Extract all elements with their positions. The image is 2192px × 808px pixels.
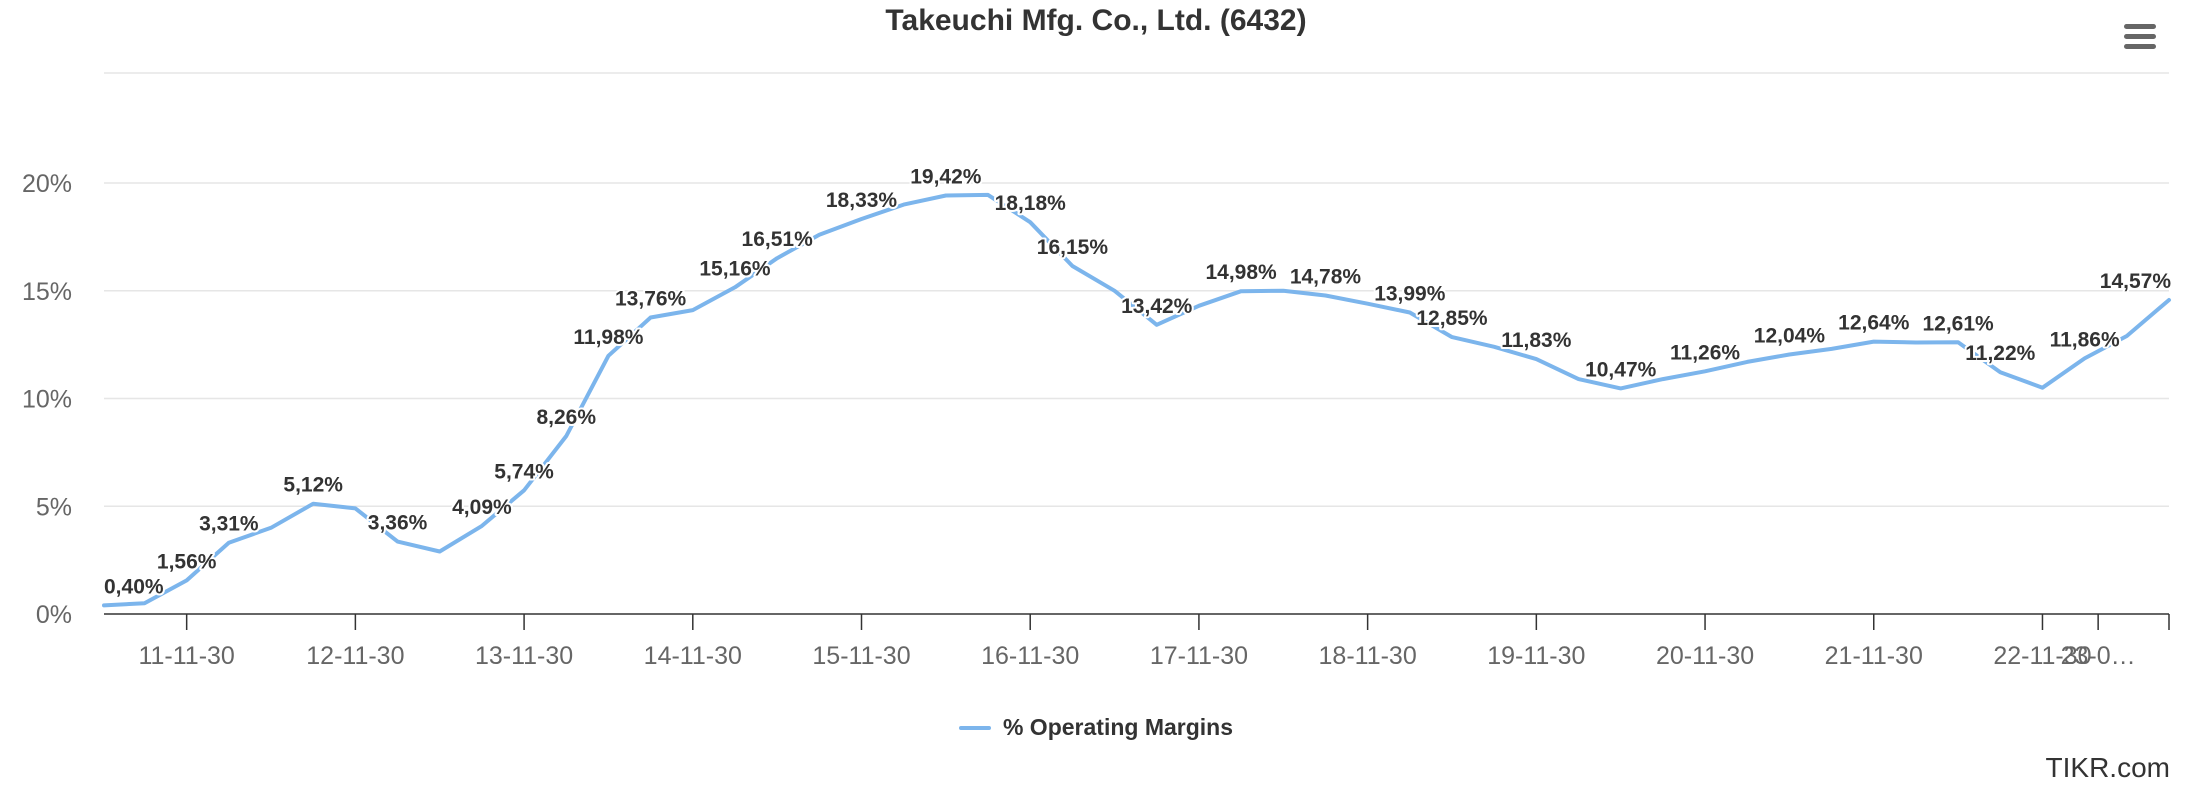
legend-item[interactable]: % Operating Margins (958, 714, 1234, 741)
data-label: 12,64% (1838, 312, 1910, 335)
x-tick-label: 20-11-30 (1656, 642, 1754, 670)
data-label: 1,56% (157, 550, 217, 573)
data-label: 11,22% (1965, 342, 2035, 365)
data-label: 11,83% (1501, 329, 1571, 352)
legend-swatch (958, 725, 991, 730)
x-tick-label: 11-11-30 (138, 642, 234, 670)
data-label: 5,12% (283, 474, 343, 497)
x-tick-label: 16-11-30 (981, 642, 1079, 670)
x-tick-label: 13-11-30 (475, 642, 573, 670)
credit-text: TIKR.com (2045, 752, 2170, 783)
y-tick-label: 20% (22, 170, 72, 198)
data-label: 3,36% (368, 512, 428, 535)
data-label: 12,61% (1922, 312, 1994, 335)
chart-title: Takeuchi Mfg. Co., Ltd. (6432) (885, 4, 1307, 37)
data-label: 16,15% (1037, 236, 1109, 259)
x-tick-label: 15-11-30 (812, 642, 910, 670)
y-tick-label: 0% (36, 601, 72, 629)
line-chart: 0% 5% 10% 15% 20% 11-11-30 12-11-30 13-11-30 14… (22, 72, 2173, 670)
data-label: 10,47% (1585, 358, 1657, 381)
series-operating-margins (102, 192, 2171, 608)
data-label: 4,09% (452, 496, 512, 519)
y-tick-label: 15% (22, 278, 72, 306)
data-label: 12,85% (1416, 307, 1488, 330)
data-label: 5,74% (494, 460, 554, 483)
data-label: 18,18% (995, 192, 1067, 215)
data-label: 11,86% (2050, 328, 2120, 351)
x-tick-label: 14-11-30 (644, 642, 742, 670)
x-tick-label: 12-11-30 (306, 642, 404, 670)
legend-label: % Operating Margins (1002, 714, 1234, 740)
series-line (102, 192, 2171, 608)
data-label: 16,51% (742, 228, 814, 251)
data-label: 11,98% (573, 326, 643, 349)
x-axis (104, 613, 2170, 630)
x-tick-label: 23-0… (2061, 642, 2136, 670)
grid-lines (104, 72, 2169, 507)
data-label: 14,57% (2100, 270, 2172, 293)
data-labels: 0,40%1,56% 3,31% 5,12% 3,36% 4,09% 5,74% 8,26%… (102, 163, 2173, 600)
hamburger-menu-icon (2124, 24, 2156, 29)
x-tick-label: 18-11-30 (1319, 642, 1417, 670)
data-label: 3,31% (199, 513, 259, 536)
hamburger-menu-icon-bar (2124, 34, 2156, 39)
data-label: 13,42% (1121, 295, 1193, 318)
data-label: 19,42% (910, 165, 982, 188)
data-label: 14,98% (1205, 261, 1277, 284)
legend: % Operating Margins (0, 714, 2192, 741)
x-tick-label: 22-11-30 (1993, 642, 2091, 670)
y-axis-tick-labels: 0% 5% 10% 15% 20% (22, 170, 72, 629)
chart-menu-button[interactable] (2120, 20, 2160, 54)
x-tick-label: 17-11-30 (1150, 642, 1248, 670)
data-label: 14,78% (1290, 265, 1362, 288)
y-tick-label: 10% (22, 386, 72, 414)
data-label: 11,26% (1670, 341, 1740, 364)
data-label: 0,40% (104, 575, 164, 598)
x-tick-label: 21-11-30 (1825, 642, 1923, 670)
data-label: 18,33% (826, 189, 898, 212)
data-label: 12,04% (1754, 325, 1826, 348)
data-label: 15,16% (699, 257, 771, 280)
data-label: 8,26% (536, 406, 596, 429)
y-tick-label: 5% (36, 493, 72, 521)
hamburger-menu-icon-bar (2124, 44, 2156, 49)
data-label: 13,76% (615, 287, 687, 310)
data-label: 13,99% (1374, 283, 1446, 306)
x-axis-tick-labels: 11-11-30 12-11-30 13-11-30 14-11-30 15-11-30… (138, 642, 2135, 670)
x-tick-label: 19-11-30 (1487, 642, 1585, 670)
